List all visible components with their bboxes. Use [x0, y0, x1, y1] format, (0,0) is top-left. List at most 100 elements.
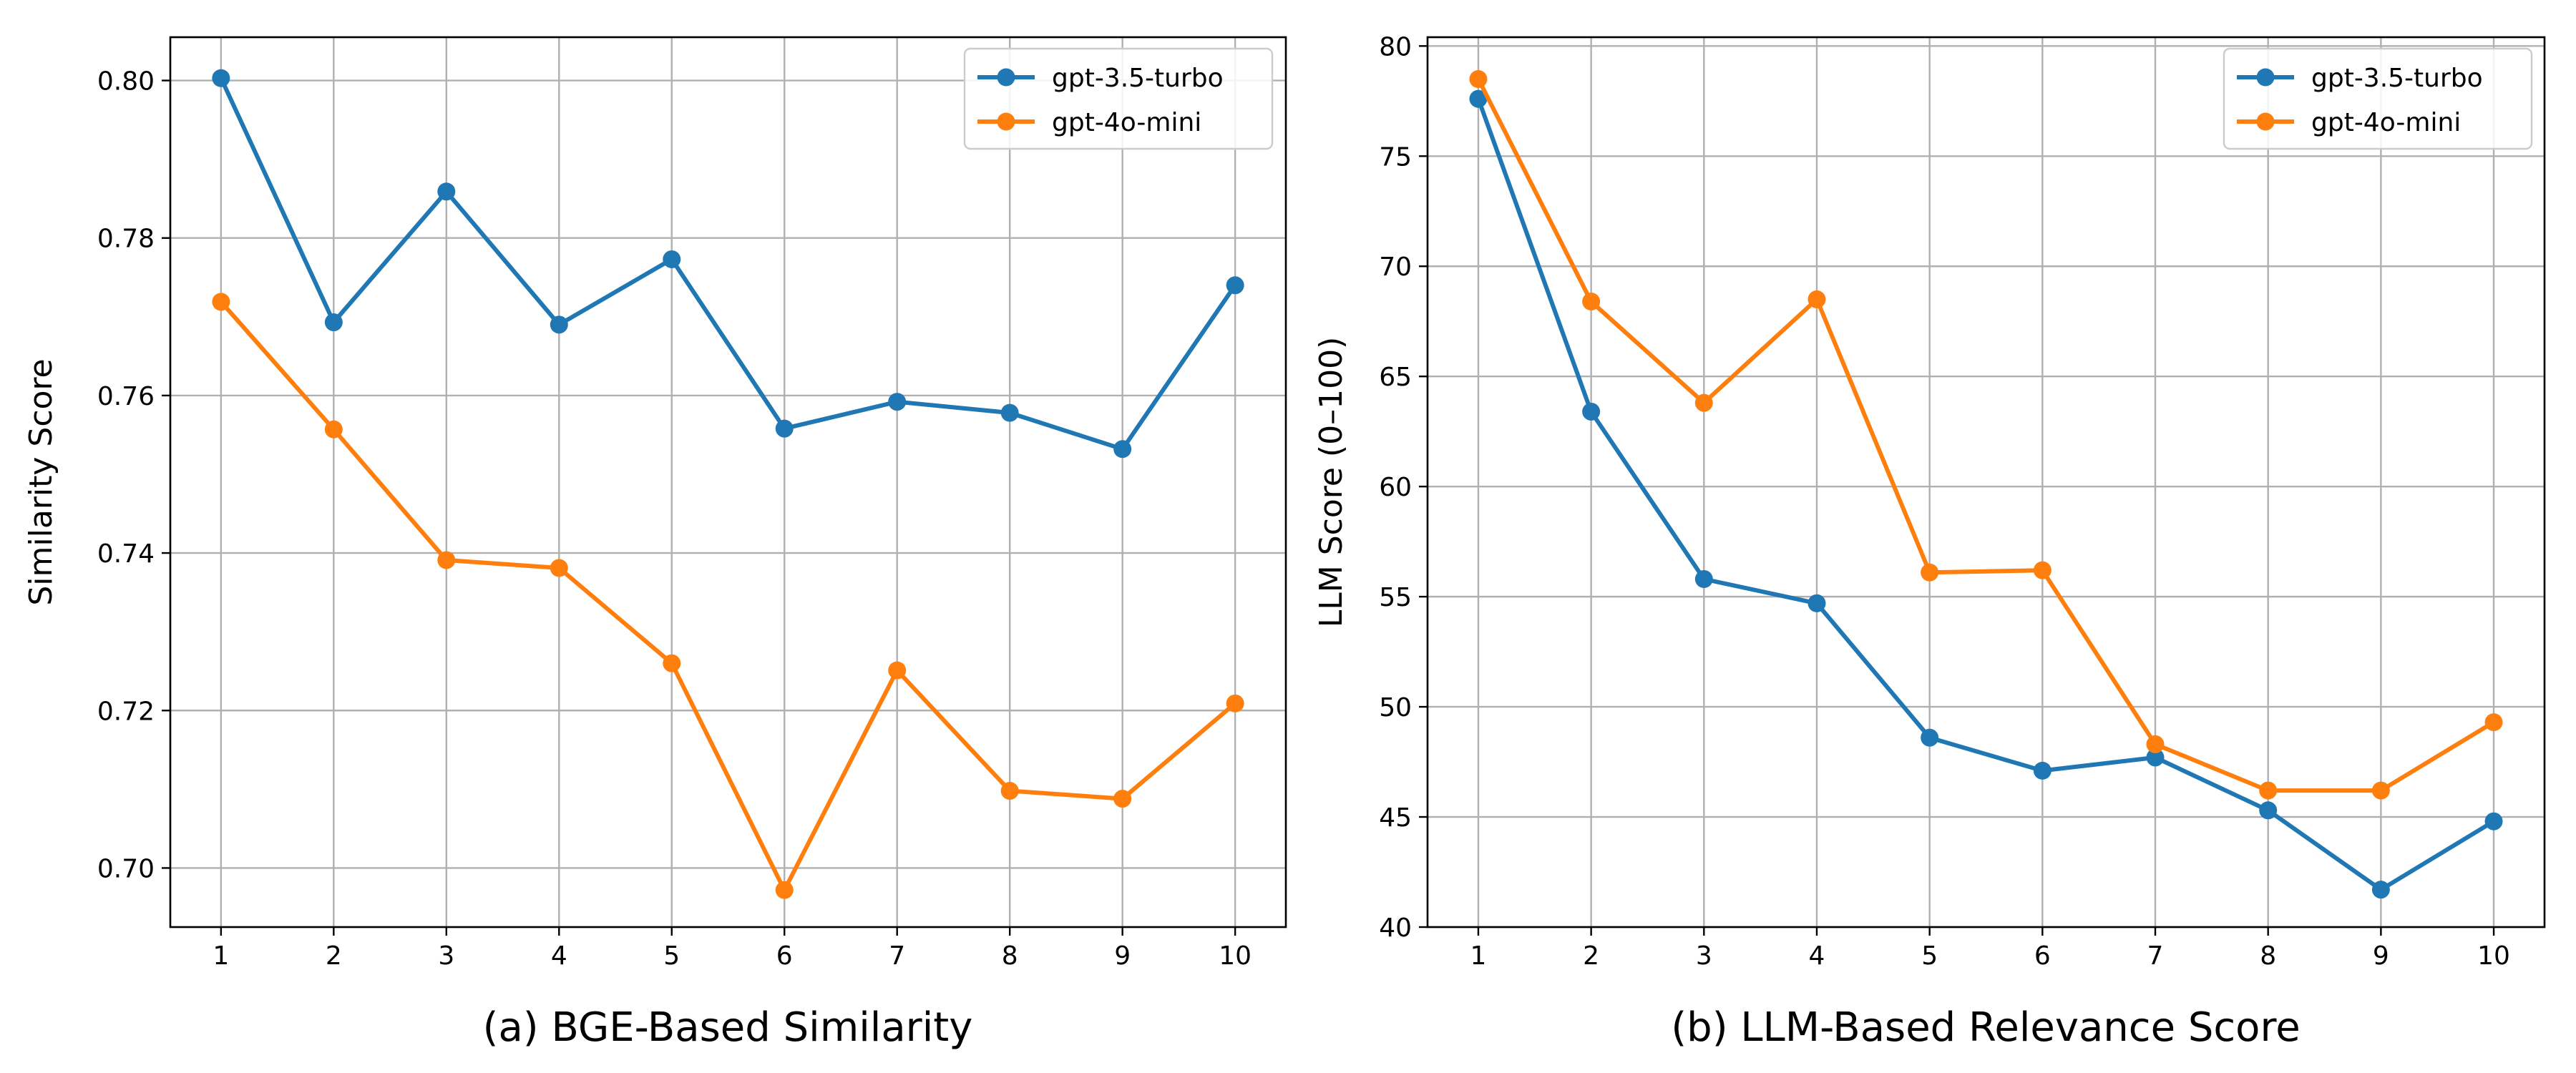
legend-swatch-marker	[997, 112, 1015, 131]
legend-swatch-marker	[2256, 112, 2275, 131]
data-point	[1226, 694, 1244, 712]
y-axis: 0.70 0.72 0.74 0.76 0.78 0.80	[97, 67, 170, 883]
x-tick-label: 5	[663, 941, 680, 971]
y-tick-label: 60	[1379, 473, 1412, 502]
legend: gpt-3.5-turbo gpt-4o-mini	[2223, 47, 2533, 150]
y-tick-label: 65	[1379, 363, 1412, 392]
plot-frame	[1426, 36, 2546, 929]
data-point	[2484, 812, 2503, 831]
y-tick-label: 0.78	[97, 225, 155, 254]
data-point	[212, 69, 230, 87]
y-axis-title: LLM Score (0–100)	[1313, 337, 1350, 628]
data-point	[1582, 293, 1601, 311]
series-gpt-3-5-turbo	[212, 69, 1244, 459]
y-tick-label: 0.76	[97, 382, 155, 411]
data-point	[775, 881, 794, 899]
x-tick-label: 3	[438, 941, 454, 971]
x-tick-label: 9	[2373, 941, 2389, 971]
legend-label: gpt-3.5-turbo	[1052, 64, 1224, 93]
legend-swatch-marker	[997, 68, 1015, 87]
data-point	[1921, 563, 1939, 582]
data-point	[1000, 403, 1019, 422]
data-point	[437, 182, 456, 201]
data-point	[888, 393, 907, 411]
series-line	[219, 77, 1237, 451]
data-point	[2371, 881, 2390, 899]
data-point	[663, 654, 681, 672]
y-tick-label: 0.72	[97, 697, 155, 726]
series-line	[1476, 78, 2495, 793]
y-axis-title: Similarity Score	[23, 358, 59, 605]
data-point	[2371, 781, 2390, 800]
panel-caption: (a) BGE-Based Similarity	[483, 1004, 973, 1051]
legend-label: gpt-3.5-turbo	[2311, 64, 2483, 93]
data-point	[1000, 782, 1019, 800]
data-point	[1113, 440, 1132, 459]
legend-label: gpt-4o-mini	[2311, 108, 2461, 137]
x-tick-label: 2	[1583, 941, 1599, 971]
data-point	[2259, 801, 2278, 820]
data-point	[2146, 748, 2165, 767]
x-tick-label: 1	[213, 941, 229, 971]
y-tick-label: 40	[1379, 913, 1412, 943]
data-point	[1694, 393, 1713, 412]
data-point	[775, 419, 794, 438]
plot-frame	[169, 36, 1287, 929]
series-gpt-4o-mini	[1469, 70, 2503, 800]
data-point	[663, 250, 681, 268]
y-tick-label: 45	[1379, 803, 1412, 833]
x-tick-label: 8	[2260, 941, 2276, 971]
series-gpt-3-5-turbo	[1469, 89, 2503, 899]
panel-caption: (b) LLM-Based Relevance Score	[1671, 1004, 2300, 1051]
x-tick-label: 10	[2477, 941, 2510, 971]
chart-panel-a: 1 2 3 4 5 6 7 8 9 10 0.70 0.72 0.74 0.76 0.78 0.80 Simil…	[23, 36, 1287, 1051]
x-tick-label: 10	[1219, 941, 1252, 971]
y-tick-label: 50	[1379, 693, 1412, 722]
y-tick-label: 0.80	[97, 67, 155, 97]
x-tick-label: 3	[1696, 941, 1712, 971]
data-point	[1807, 594, 1826, 612]
series-line	[219, 300, 1237, 893]
data-point	[1807, 290, 1826, 308]
data-point	[1582, 402, 1601, 421]
data-point	[550, 559, 568, 577]
x-tick-label: 2	[326, 941, 342, 971]
data-point	[2146, 735, 2165, 753]
x-tick-label: 7	[2147, 941, 2164, 971]
data-point	[1469, 89, 1488, 108]
legend-label: gpt-4o-mini	[1052, 108, 1201, 137]
x-tick-label: 8	[1002, 941, 1018, 971]
y-tick-label: 80	[1379, 32, 1412, 62]
x-tick-label: 5	[1921, 941, 1938, 971]
data-point	[2033, 761, 2051, 780]
data-point	[1921, 728, 1939, 747]
data-point	[1226, 276, 1244, 295]
y-axis: 40 45 50 55 60 65 70 75 80	[1379, 32, 1428, 943]
x-tick-label: 4	[1809, 941, 1825, 971]
data-point	[2259, 781, 2278, 800]
data-point	[324, 420, 343, 438]
data-point	[888, 661, 907, 680]
y-tick-label: 75	[1379, 142, 1412, 172]
x-tick-label: 6	[776, 941, 793, 971]
y-tick-label: 0.74	[97, 539, 155, 569]
grid	[170, 37, 1286, 927]
x-axis: 1 2 3 4 5 6 7 8 9 10	[213, 927, 1252, 971]
data-point	[212, 293, 230, 311]
data-point	[2033, 561, 2051, 579]
legend-swatch-marker	[2256, 68, 2275, 87]
series-gpt-4o-mini	[212, 293, 1244, 899]
y-tick-label: 70	[1379, 253, 1412, 282]
series-line	[1476, 98, 2495, 892]
legend: gpt-3.5-turbo gpt-4o-mini	[963, 47, 1274, 150]
x-tick-label: 6	[2034, 941, 2051, 971]
data-point	[324, 313, 343, 332]
data-point	[437, 551, 456, 569]
x-tick-label: 1	[1470, 941, 1487, 971]
x-axis: 1 2 3 4 5 6 7 8 9 10	[1470, 927, 2510, 971]
data-point	[1113, 790, 1132, 808]
x-tick-label: 4	[551, 941, 567, 971]
grid	[1428, 37, 2545, 929]
legend-box	[963, 47, 1274, 150]
